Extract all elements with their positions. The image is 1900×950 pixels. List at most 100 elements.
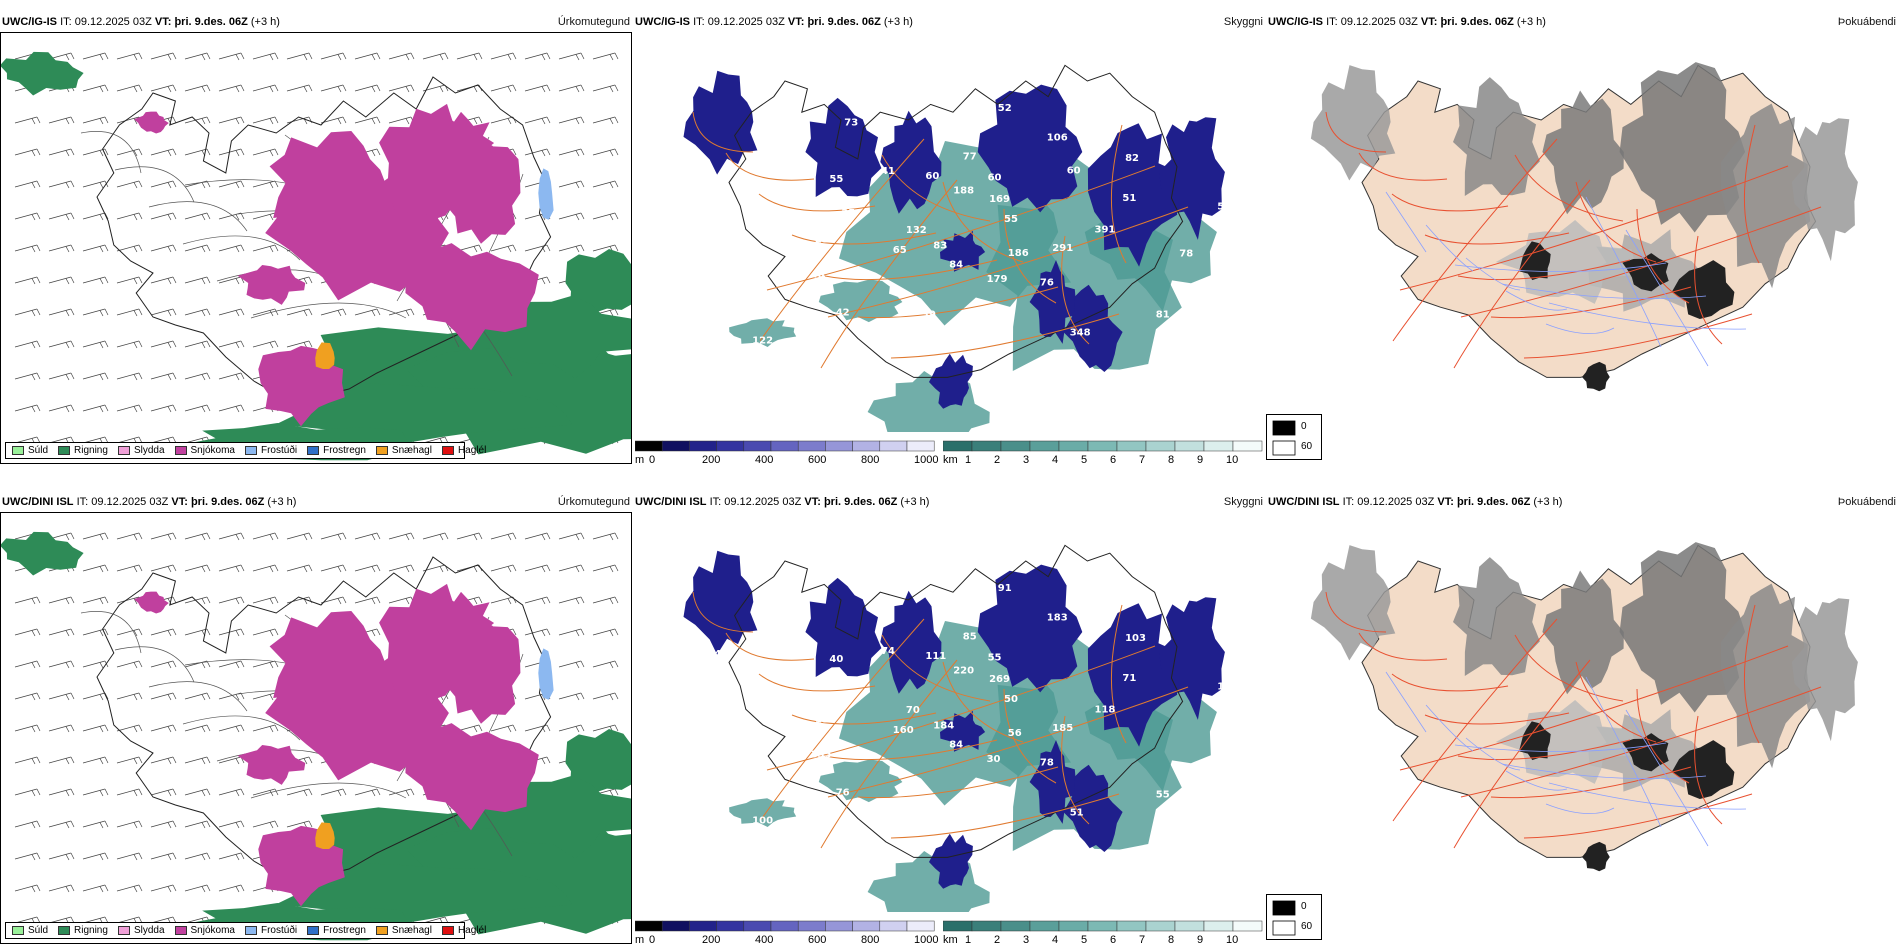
- visibility-value: 51: [1070, 808, 1084, 819]
- panel-header: UWC/IG-IS IT: 09.12.2025 03Z VT: þri. 9.…: [635, 14, 913, 30]
- wind-barb: [184, 84, 211, 93]
- wind-barb: [218, 532, 245, 541]
- fog-high-area: [1519, 241, 1551, 281]
- wind-barb: [524, 116, 551, 125]
- road-line: [1424, 712, 1570, 725]
- legend-item: Frostúði: [244, 445, 297, 456]
- wind-barb: [48, 628, 75, 637]
- fog-shading: [1542, 570, 1624, 695]
- wind-barb: [82, 276, 109, 285]
- wind-barb: [524, 596, 551, 605]
- wind-barb: [116, 340, 143, 349]
- wind-barb: [218, 788, 245, 797]
- road-line: [1110, 124, 1127, 264]
- road-line: [182, 715, 301, 741]
- wind-barb: [592, 116, 619, 125]
- colorbar-cell: [716, 920, 745, 932]
- snow-area: [237, 265, 306, 305]
- wind-barb: [48, 244, 75, 253]
- snow-area: [269, 611, 397, 710]
- wind-barb: [48, 884, 75, 893]
- it-label: IT:: [709, 496, 722, 508]
- wind-barb: [388, 116, 415, 125]
- wind-barb: [218, 724, 245, 733]
- visibility-value: 74: [881, 646, 895, 657]
- river-line: [1625, 709, 1709, 847]
- river-line: [1454, 262, 1667, 272]
- wind-barb: [592, 532, 619, 541]
- wind-barb: [150, 276, 177, 285]
- wind-barb: [456, 52, 483, 61]
- legend-item: Frostúði: [244, 925, 297, 936]
- model-name: UWC/DINI ISL: [2, 496, 74, 508]
- visibility-tick: 2: [994, 454, 1001, 466]
- visibility-value: 55: [1004, 214, 1018, 225]
- legend-swatch: [117, 446, 130, 455]
- river-line: [1385, 671, 1427, 733]
- wind-barb: [116, 820, 143, 829]
- snow-area: [405, 243, 539, 351]
- river-line: [1548, 782, 1747, 810]
- visibility-value: 83: [933, 240, 947, 251]
- valid-time: þri. 9.des. 06Z: [190, 496, 265, 508]
- colorbar-cell: [1000, 440, 1031, 452]
- wind-barb: [320, 308, 347, 317]
- wind-barb: [388, 788, 415, 797]
- wind-barb: [252, 788, 279, 797]
- wind-barb: [490, 532, 517, 541]
- visibility-value: 106: [1047, 133, 1068, 144]
- snow-area: [269, 131, 397, 230]
- wind-barb: [524, 724, 551, 733]
- wind-barb: [116, 724, 143, 733]
- precip-legend: Súld Rigning Slydda Snjókoma Frostúði Frostre…: [5, 442, 486, 459]
- road-line: [114, 166, 195, 203]
- wind-barb: [116, 372, 143, 381]
- wind-barb: [218, 820, 245, 829]
- init-time: 09.12.2025 03Z: [74, 16, 152, 28]
- visibility-tick: 8: [1168, 934, 1175, 946]
- visibility-value: 55: [1156, 790, 1170, 801]
- wind-barb: [456, 532, 483, 541]
- legend-swatch: [307, 926, 320, 935]
- wind-barb: [252, 532, 279, 541]
- visibility-value: 139: [1222, 625, 1243, 636]
- river-line: [1505, 770, 1568, 791]
- visibility-value: 52: [782, 197, 796, 208]
- panel-title: Þokuábendi: [1837, 496, 1896, 508]
- visibility-tick: 3: [1023, 934, 1030, 946]
- visibility-value: 41: [881, 166, 895, 177]
- wind-barb: [558, 724, 585, 733]
- visibility-tick: 6: [1110, 934, 1117, 946]
- visibility-value: 78: [1040, 757, 1054, 768]
- cloudbase-tick: 1000: [914, 454, 939, 466]
- wind-barb: [14, 852, 41, 861]
- valid-time: þri. 9.des. 06Z: [174, 16, 248, 28]
- wind-barb: [218, 244, 245, 253]
- wind-barb: [14, 308, 41, 317]
- wind-barb: [252, 564, 279, 573]
- wind-barb: [116, 212, 143, 221]
- visibility-value: 188: [953, 186, 974, 197]
- visibility-value: 68: [700, 169, 714, 180]
- low-cloud-base-area: [805, 97, 882, 197]
- rain-area: [565, 729, 631, 793]
- wind-barb: [524, 52, 551, 61]
- wind-barb: [116, 532, 143, 541]
- precip-map: [1, 51, 631, 461]
- wind-barb: [184, 820, 211, 829]
- wind-barb: [82, 116, 109, 125]
- colorbar-cell: [1174, 920, 1205, 932]
- visibility-value: 220: [953, 666, 974, 677]
- visibility-value: 76: [658, 221, 672, 232]
- road-line: [857, 286, 1059, 319]
- wind-barb: [48, 372, 75, 381]
- fog-legend-black: [1272, 900, 1296, 916]
- it-label: IT:: [1342, 496, 1355, 508]
- river-line: [1505, 290, 1568, 311]
- road-line: [1457, 259, 1631, 281]
- visibility-value: 111: [1231, 271, 1252, 282]
- low-visibility-area: [867, 851, 990, 912]
- fog-legend-swatches: [1272, 420, 1296, 456]
- wind-barb: [218, 84, 245, 93]
- wind-barb: [320, 116, 347, 125]
